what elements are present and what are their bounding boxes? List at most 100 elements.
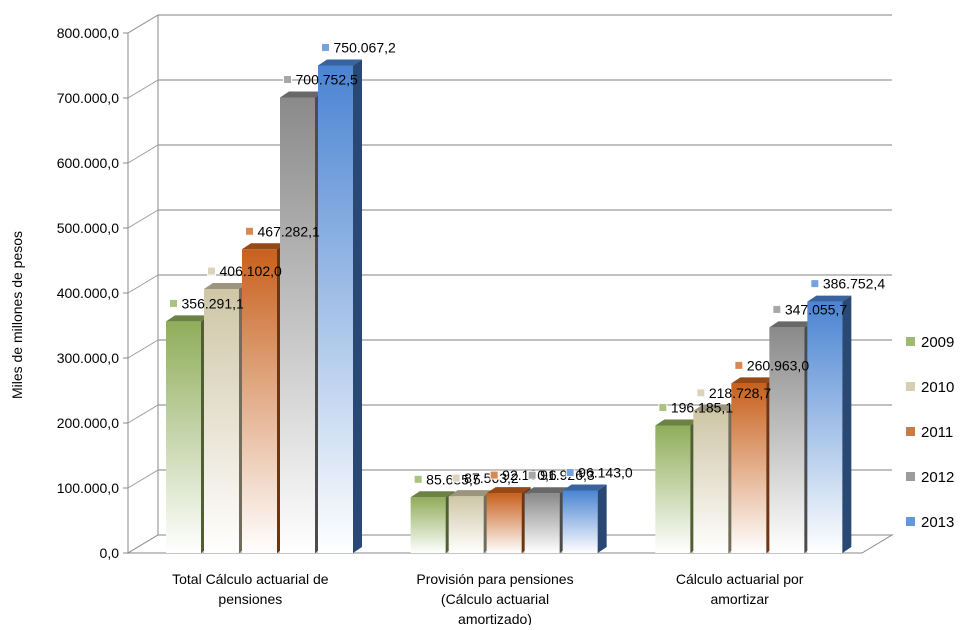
bar-2010-cat1 <box>204 283 248 553</box>
bars <box>166 59 852 554</box>
data-label-marker <box>810 279 820 289</box>
legend-label: 2011 <box>921 424 953 441</box>
data-label-value: 750.067,2 <box>334 39 396 55</box>
data-label-2010-cat3: 218.728,7 <box>696 385 771 401</box>
bar-front <box>204 289 239 553</box>
legend-item-2012: 2012 <box>906 469 954 486</box>
gridline-depth <box>127 339 159 359</box>
bar-top <box>731 377 776 384</box>
data-label-marker <box>283 75 292 85</box>
data-label-value: 260.963,0 <box>747 357 809 373</box>
legend-swatch <box>906 427 915 436</box>
gridline-depth <box>127 209 159 229</box>
data-label-marker <box>658 402 668 412</box>
bar-2013-cat3 <box>807 295 852 553</box>
legend-swatch <box>906 337 915 346</box>
bar-2009-cat1 <box>166 315 210 553</box>
category-label-3: Cálculo actuarial por <box>676 571 804 587</box>
data-label-marker <box>207 266 216 276</box>
bar-top <box>562 484 607 491</box>
bar-top <box>318 59 362 66</box>
bar-front <box>166 321 201 553</box>
category-label-2: (Cálculo actuarial <box>441 591 549 607</box>
data-label-2011-cat3: 260.963,0 <box>734 357 809 373</box>
y-tick-label: 100.000,0 <box>57 480 119 496</box>
legend-swatch <box>906 517 915 526</box>
data-label-2012-cat1: 700.752,5 <box>283 72 358 88</box>
bar-2013-cat2 <box>562 484 607 553</box>
bar-front <box>769 327 805 553</box>
legend: 2009 2010 2011 2012 2013 <box>906 334 954 531</box>
data-label-2011-cat1: 467.282,1 <box>245 223 320 239</box>
data-label-value: 356.291,1 <box>182 295 244 311</box>
data-label-2010-cat1: 406.102,0 <box>207 263 282 279</box>
gridline-depth <box>127 144 159 164</box>
data-label-marker <box>565 468 575 478</box>
legend-swatch <box>906 382 915 391</box>
y-tick-label: 400.000,0 <box>57 285 119 301</box>
data-label-marker <box>734 360 744 370</box>
data-label-value: 218.728,7 <box>709 385 771 401</box>
legend-item-2011: 2011 <box>906 424 953 441</box>
bar-side <box>842 295 852 553</box>
bar-2009-cat3 <box>655 419 700 553</box>
bar-side <box>597 484 607 553</box>
data-label-value: 196.185,1 <box>671 399 733 415</box>
bar-front <box>242 249 277 553</box>
bar-front <box>410 497 446 553</box>
legend-item-2009: 2009 <box>906 334 954 351</box>
legend-swatch <box>906 472 915 481</box>
bar-2012-cat3 <box>769 321 814 553</box>
y-tick-label: 200.000,0 <box>57 415 119 431</box>
bar-top <box>280 91 324 98</box>
bar-2011-cat3 <box>731 377 776 553</box>
bar-front <box>280 97 315 554</box>
bar-2012-cat1 <box>280 91 324 554</box>
bar-top <box>693 404 738 411</box>
bar-2010-cat3 <box>693 404 738 553</box>
bar-top <box>166 315 210 322</box>
legend-label: 2013 <box>921 514 954 531</box>
y-tick-label: 0,0 <box>100 545 120 561</box>
data-label-2013-cat2: 96.143,0 <box>565 465 633 481</box>
gridline-depth <box>127 79 159 99</box>
data-label-value: 96.143,0 <box>578 465 633 481</box>
legend-label: 2012 <box>921 469 954 486</box>
y-axis-label: Miles de millones de pesos <box>9 231 25 399</box>
bar-top <box>448 490 493 497</box>
gridline-depth <box>127 469 159 489</box>
data-label-marker <box>696 388 706 398</box>
bar-front <box>562 490 598 553</box>
bar-2013-cat1 <box>318 59 362 553</box>
category-label-2: amortizado) <box>458 611 532 625</box>
data-label-marker <box>772 304 782 314</box>
category-label-2: Provisión para pensiones <box>416 571 573 587</box>
gridline-depth <box>127 404 159 424</box>
bar-front <box>693 410 729 553</box>
y-tick-label: 300.000,0 <box>57 350 119 366</box>
bar-front <box>318 65 353 553</box>
bar-top <box>410 491 455 498</box>
data-label-marker <box>527 470 537 480</box>
bar-2011-cat2 <box>486 487 531 553</box>
bar-top <box>486 487 531 494</box>
data-label-marker <box>245 226 254 236</box>
data-label-marker <box>489 470 499 480</box>
data-label-2013-cat3: 386.752,4 <box>810 276 885 292</box>
data-label-marker <box>169 298 178 308</box>
category-label-1: Total Cálculo actuarial de <box>172 571 329 587</box>
bar-top <box>242 243 286 250</box>
category-label-1: pensiones <box>218 591 282 607</box>
gridline-depth <box>127 274 159 294</box>
y-tick-label: 500.000,0 <box>57 220 119 236</box>
legend-item-2013: 2013 <box>906 514 954 531</box>
data-label-2012-cat3: 347.055,7 <box>772 301 847 317</box>
data-label-value: 386.752,4 <box>823 276 885 292</box>
category-label-3: amortizar <box>710 591 769 607</box>
bar-top <box>655 419 700 426</box>
bar-front <box>655 425 691 553</box>
bar-front <box>486 493 522 553</box>
bar-top <box>524 487 569 494</box>
data-label-2013-cat1: 750.067,2 <box>321 39 396 55</box>
